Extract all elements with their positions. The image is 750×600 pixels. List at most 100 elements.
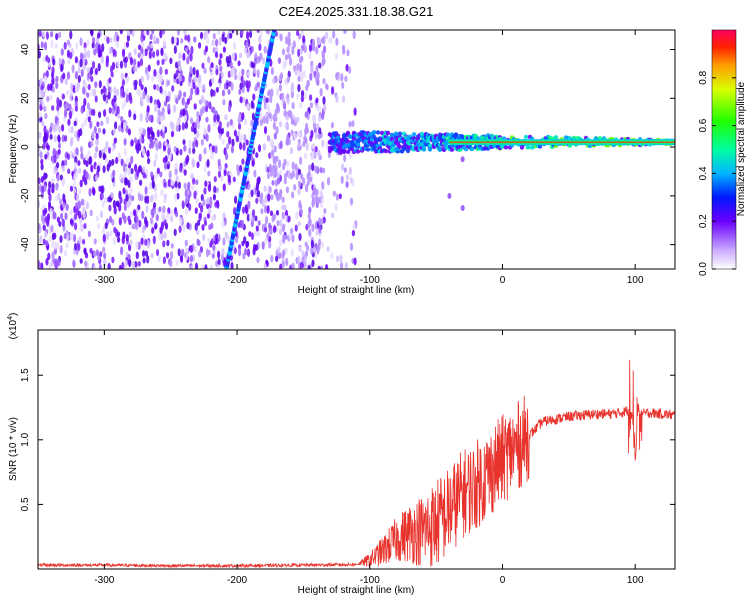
spectrogram-cell — [245, 139, 249, 146]
spectrogram-cell — [62, 202, 66, 209]
spectrogram-cell — [121, 48, 126, 58]
spectrogram-cell — [78, 235, 82, 245]
spectrogram-cell — [203, 147, 207, 155]
spectrogram-cell — [156, 129, 160, 138]
spectrogram-cell — [256, 256, 260, 264]
spectrogram-cell — [265, 116, 269, 125]
spectrogram-cell — [44, 153, 48, 160]
spectrogram-cell — [124, 165, 128, 174]
spectrogram-cell — [281, 196, 285, 203]
spectrogram-cell — [213, 176, 217, 183]
spectrogram-cell — [64, 212, 68, 221]
spectrogram-cell — [203, 67, 207, 74]
spectrogram-cell — [108, 215, 113, 224]
carrier-cell — [397, 144, 403, 149]
spectrogram-cell — [318, 225, 322, 234]
spectrogram-cell — [149, 33, 153, 41]
spectrogram-cell — [61, 93, 65, 100]
spectrogram-cell — [112, 199, 116, 209]
spectrogram-cell — [102, 165, 106, 174]
spectrogram-cell — [79, 58, 83, 68]
spectrogram-cell — [307, 212, 311, 220]
spectrogram-x-tick-label: 100 — [627, 275, 644, 286]
spectrogram-cell — [69, 30, 73, 40]
carrier-cell — [365, 147, 371, 152]
spectrogram-cell — [292, 40, 296, 49]
spectrogram-cell — [270, 194, 274, 201]
spectrogram-cell — [68, 126, 72, 134]
spectrogram-cell — [296, 130, 301, 137]
spectrogram-cell — [74, 56, 78, 64]
spectrogram-cell — [279, 72, 284, 80]
spectrogram-cell — [315, 97, 319, 104]
spectrogram-cell — [131, 195, 135, 202]
spectrogram-cell — [171, 85, 175, 92]
spectrogram-cell — [297, 83, 301, 93]
spectrogram-cell — [153, 160, 157, 168]
spectrogram-cell — [74, 155, 78, 164]
spectrogram-cell — [353, 257, 357, 266]
spectrogram-cell — [192, 66, 196, 76]
spectrogram-cell — [79, 217, 83, 227]
spectrogram-cell — [221, 89, 226, 97]
spectrogram-cell — [128, 258, 132, 268]
spectrogram-cell — [214, 51, 219, 59]
spectrogram-cell — [203, 166, 207, 173]
spectrogram-cell — [215, 187, 219, 193]
spectrogram-cell — [282, 223, 286, 230]
spectrogram-cell — [121, 261, 125, 269]
spectrogram-cell — [95, 139, 99, 146]
spectrogram-cell — [301, 250, 305, 257]
spectrogram-cell — [309, 102, 314, 109]
snr-panel: -300 -200 -100 0 100 0.5 1.0 1.5 Height of str… — [7, 313, 676, 596]
spectrogram-cell — [145, 169, 149, 176]
spectrogram-cell — [280, 92, 284, 100]
spectrogram-cell — [310, 247, 314, 255]
spectrogram-cell — [147, 131, 151, 140]
spectrogram-cell — [184, 188, 188, 198]
spectrogram-cell — [146, 30, 150, 36]
spectrogram-cell — [188, 147, 192, 155]
spectrogram-cell — [138, 127, 142, 136]
spectrogram-cell — [166, 212, 170, 221]
spectrogram-cell — [332, 30, 336, 39]
spectrogram-cell — [54, 42, 58, 49]
spectrogram-cell — [49, 126, 53, 134]
spectrogram-cell — [215, 86, 219, 93]
spectrogram-cell — [264, 216, 269, 225]
spectrogram-cell — [90, 30, 94, 37]
carrier-cell — [401, 146, 407, 152]
spectrogram-cell — [79, 52, 84, 61]
spectrogram-cell — [260, 192, 264, 201]
spectrogram-cell — [281, 250, 285, 259]
spectrogram-cell — [317, 265, 321, 269]
spectrogram-cell — [140, 194, 144, 201]
spectrogram-cell — [90, 164, 94, 173]
carrier-cell — [519, 145, 525, 150]
spectrogram-cell — [51, 86, 55, 93]
spectrogram-cell — [207, 56, 211, 64]
spectrogram-cell — [235, 135, 239, 143]
spectrogram-cell — [73, 161, 78, 170]
spectrogram-cell — [65, 242, 69, 249]
spectrogram-cell — [115, 200, 119, 207]
spectrogram-cell — [345, 181, 349, 188]
spectrogram-cell — [135, 215, 139, 224]
spectrogram-cell — [137, 261, 141, 267]
spectrogram-cell — [146, 254, 150, 264]
spectrogram-cell — [180, 108, 184, 116]
spectrogram-cell — [294, 116, 298, 123]
spectrogram-cell — [118, 217, 122, 226]
spectrogram-cell — [169, 251, 174, 260]
spectrogram-cell — [269, 210, 274, 217]
spectrogram-cell — [173, 37, 178, 44]
spectrogram-cell — [58, 99, 63, 108]
spectrogram-cell — [198, 153, 202, 162]
spectrogram-cell — [278, 239, 283, 247]
carrier-cell — [525, 144, 531, 149]
spectrogram-cell — [197, 219, 201, 227]
spectrogram-cell — [293, 184, 297, 191]
spectrogram-cell — [164, 222, 169, 230]
spectrogram-cell — [281, 211, 285, 220]
spectrogram-cell — [99, 251, 103, 258]
